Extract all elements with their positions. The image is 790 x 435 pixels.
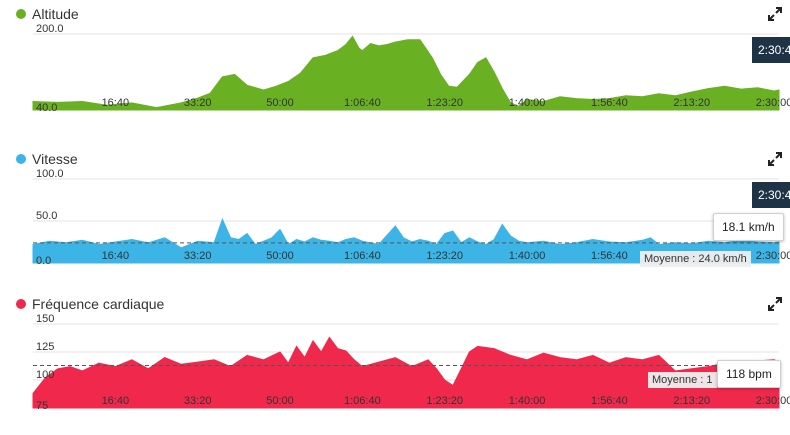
altitude-x-tick-label: 16:40 [102,97,130,109]
vitesse-x-tick-label: 1:23:20 [426,250,463,262]
cursor-time-badge: 2:30:4 [752,37,790,63]
altitude-x-tick-label: 1:06:40 [344,97,381,109]
vitesse-x-tick-label: 1:40:00 [509,250,546,262]
vitesse-x-tick-label: 33:20 [184,250,212,262]
altitude-x-tick-label: 1:56:40 [591,97,628,109]
vitesse-y-tick-label: 50.0 [36,210,57,222]
vitesse-y-tick-label: 100.0 [36,168,64,180]
cardio-x-tick-label: 33:20 [184,395,212,407]
altitude-panel: Altitude 200.0 40.0 16:40 33:20 50:00 1:06:40… [0,0,790,145]
cardio-y-tick-label: 100 [36,369,54,381]
cardio-y-tick-label: 75 [36,400,48,412]
altitude-chart[interactable]: 200.0 40.0 16:40 33:20 50:00 1:06:40 1:23:20 1:… [0,0,790,145]
altitude-x-tick-label: 50:00 [266,97,294,109]
expand-icon[interactable] [768,152,782,166]
cardio-x-tick-label: 50:00 [266,395,294,407]
cardio-tooltip: 118 bpm [717,360,781,388]
altitude-x-tick-label: 1:40:00 [509,97,546,109]
vitesse-average-label: Moyenne : 24.0 km/h [640,251,751,267]
vitesse-area [32,217,780,264]
cursor-time-badge: 2:30:4 [752,182,790,208]
cardio-area [32,336,780,409]
vitesse-chart[interactable]: 100.0 50.0 0.0 16:40 33:20 50:00 1:06:40 1:23:2… [0,145,790,290]
cardio-x-tick-label: 2:13:20 [673,395,710,407]
altitude-area [32,35,780,111]
cardio-average-label: Moyenne : 1 [648,372,717,388]
altitude-y-tick-label: 200.0 [36,23,64,35]
altitude-x-tick-label: 2:30:00 [756,97,790,109]
vitesse-panel: Vitesse 100.0 50.0 0.0 16:40 33:20 50:00 1:06:… [0,145,790,290]
vitesse-x-tick-label: 50:00 [266,250,294,262]
vitesse-y-tick-label: 0.0 [36,255,51,267]
vitesse-legend-dot[interactable] [16,154,26,164]
cardio-x-tick-label: 1:23:20 [426,395,463,407]
vitesse-x-tick-label: 1:06:40 [344,250,381,262]
cardio-title-label: Fréquence cardiaque [32,296,165,312]
cardio-panel: Fréquence cardiaque 150 125 100 75 16:40 33:2… [0,290,790,435]
cardio-x-tick-label: 1:40:00 [509,395,546,407]
cardio-x-tick-label: 1:06:40 [344,395,381,407]
cardio-y-tick-label: 150 [36,313,54,325]
vitesse-x-tick-label: 16:40 [102,250,130,262]
cardio-title: Fréquence cardiaque [16,296,164,312]
altitude-title: Altitude [16,6,79,22]
vitesse-title-label: Vitesse [32,151,78,167]
cardio-legend-dot[interactable] [16,299,26,309]
altitude-x-tick-label: 1:23:20 [426,97,463,109]
vitesse-x-tick-label: 1:56:40 [591,250,628,262]
vitesse-tooltip: 18.1 km/h [713,213,784,241]
altitude-x-tick-label: 2:13:20 [673,97,710,109]
altitude-x-tick-label: 33:20 [184,97,212,109]
cardio-y-tick-label: 125 [36,341,54,353]
altitude-y-tick-label: 40.0 [36,102,57,114]
vitesse-x-tick-label: 2:30:00 [756,250,790,262]
cardio-chart[interactable]: 150 125 100 75 16:40 33:20 50:00 1:06:40 1:23:20… [0,290,790,435]
expand-icon[interactable] [768,297,782,311]
altitude-title-label: Altitude [32,6,79,22]
cardio-x-tick-label: 2:30:00 [756,395,790,407]
altitude-legend-dot[interactable] [16,9,26,19]
cardio-x-tick-label: 1:56:40 [591,395,628,407]
expand-icon[interactable] [768,7,782,21]
vitesse-title: Vitesse [16,151,78,167]
cardio-x-tick-label: 16:40 [102,395,130,407]
